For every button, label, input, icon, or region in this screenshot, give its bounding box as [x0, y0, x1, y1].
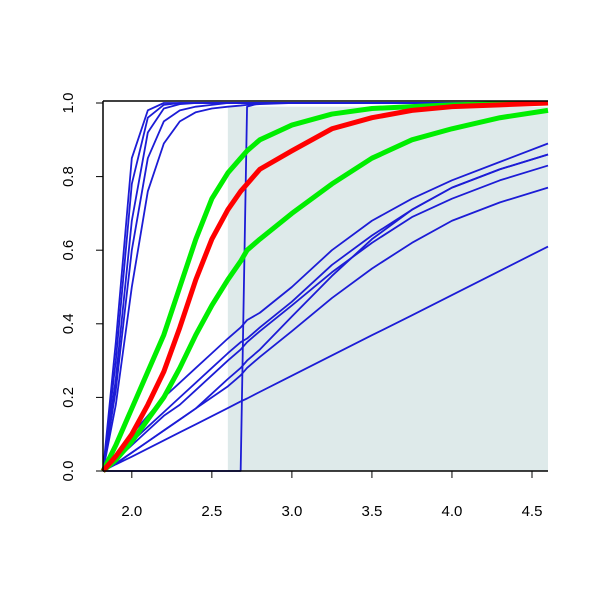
- curve: [102, 186, 549, 472]
- y-tick-label: 0.2: [60, 387, 77, 408]
- curve: [101, 100, 549, 473]
- curve: [101, 107, 549, 473]
- y-tick-label: 0.0: [60, 461, 77, 482]
- curve: [100, 100, 549, 473]
- x-tick-label: 4.5: [522, 503, 543, 520]
- shaded-region: [227, 106, 548, 472]
- y-tick-label: 0.8: [60, 166, 77, 187]
- y-tick-label: 1.0: [60, 93, 77, 114]
- x-tick-label: 3.5: [361, 503, 382, 520]
- curve: [102, 164, 549, 472]
- x-tick-label: 2.5: [201, 503, 222, 520]
- y-tick-label: 0.4: [60, 313, 77, 334]
- curve: [102, 245, 549, 472]
- x-tick-label: 2.0: [121, 503, 142, 520]
- y-tick-label: 0.6: [60, 240, 77, 261]
- x-tick-label: 4.0: [442, 503, 463, 520]
- x-tick-label: 3.0: [281, 503, 302, 520]
